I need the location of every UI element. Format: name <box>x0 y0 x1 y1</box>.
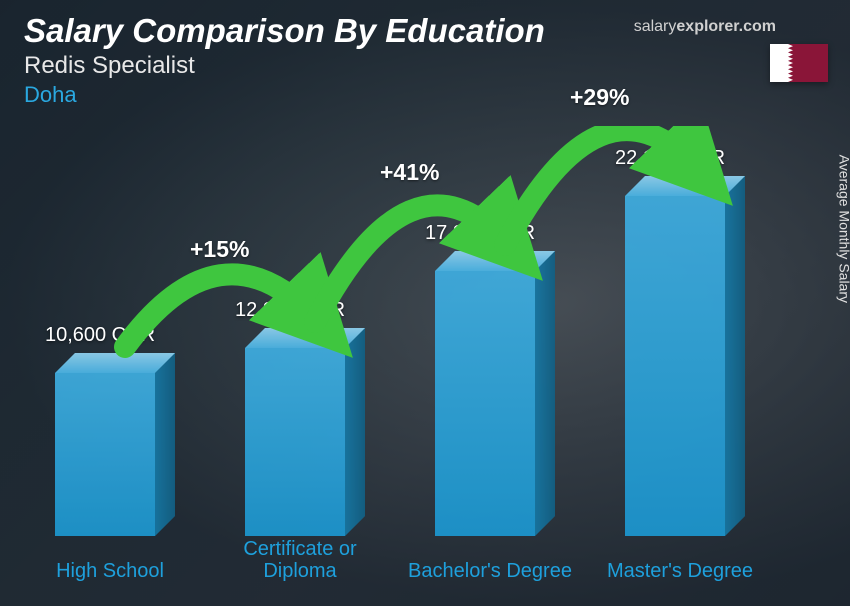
chart-subtitle: Redis Specialist <box>24 52 826 80</box>
flag-qatar <box>770 44 828 82</box>
increase-label: +15% <box>190 236 249 263</box>
increase-arc <box>40 126 810 586</box>
increase-label: +41% <box>380 159 439 186</box>
y-axis-label: Average Monthly Salary <box>836 155 850 303</box>
chart-location: Doha <box>24 82 826 108</box>
bar-chart: 10,600 QARHigh School12,200 QARCertifica… <box>40 126 810 586</box>
watermark: salaryexplorer.com <box>634 18 776 36</box>
